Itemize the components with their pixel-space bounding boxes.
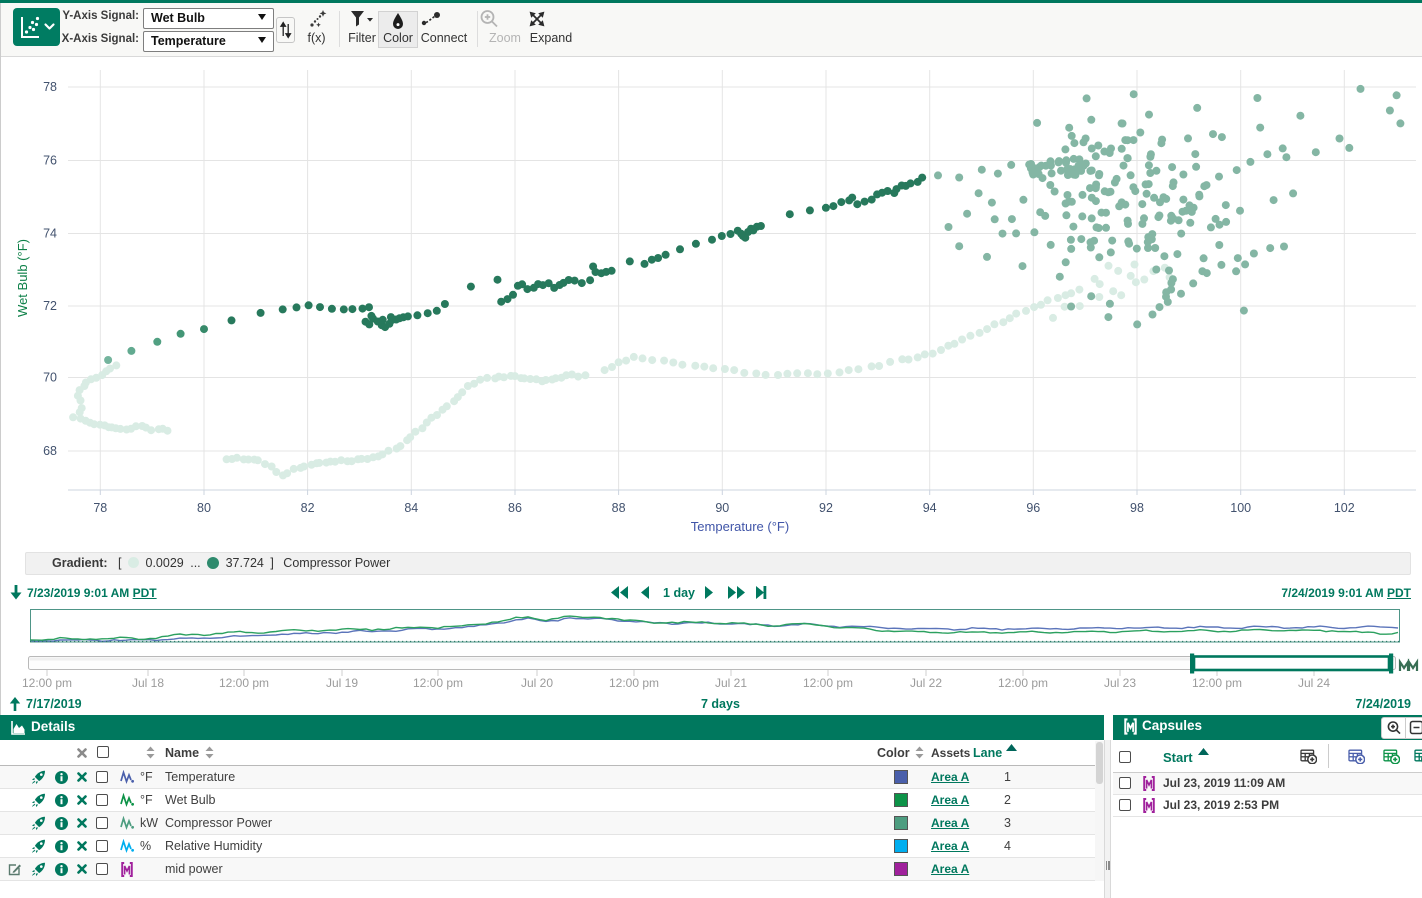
svg-text:76: 76 [43,154,57,168]
svg-text:78: 78 [93,501,107,515]
svg-text:92: 92 [819,501,833,515]
svg-text:86: 86 [508,501,522,515]
svg-text:Wet Bulb (°F): Wet Bulb (°F) [15,239,30,317]
svg-text:94: 94 [923,501,937,515]
svg-text:90: 90 [715,501,729,515]
svg-text:Temperature (°F): Temperature (°F) [691,519,789,534]
svg-text:72: 72 [43,299,57,313]
svg-text:96: 96 [1026,501,1040,515]
svg-text:70: 70 [43,371,57,385]
svg-text:98: 98 [1130,501,1144,515]
svg-text:78: 78 [43,80,57,94]
svg-text:80: 80 [197,501,211,515]
svg-text:88: 88 [612,501,626,515]
svg-text:74: 74 [43,227,57,241]
svg-text:82: 82 [301,501,315,515]
svg-text:84: 84 [404,501,418,515]
svg-text:102: 102 [1334,501,1355,515]
svg-text:68: 68 [43,444,57,458]
svg-text:100: 100 [1230,501,1251,515]
